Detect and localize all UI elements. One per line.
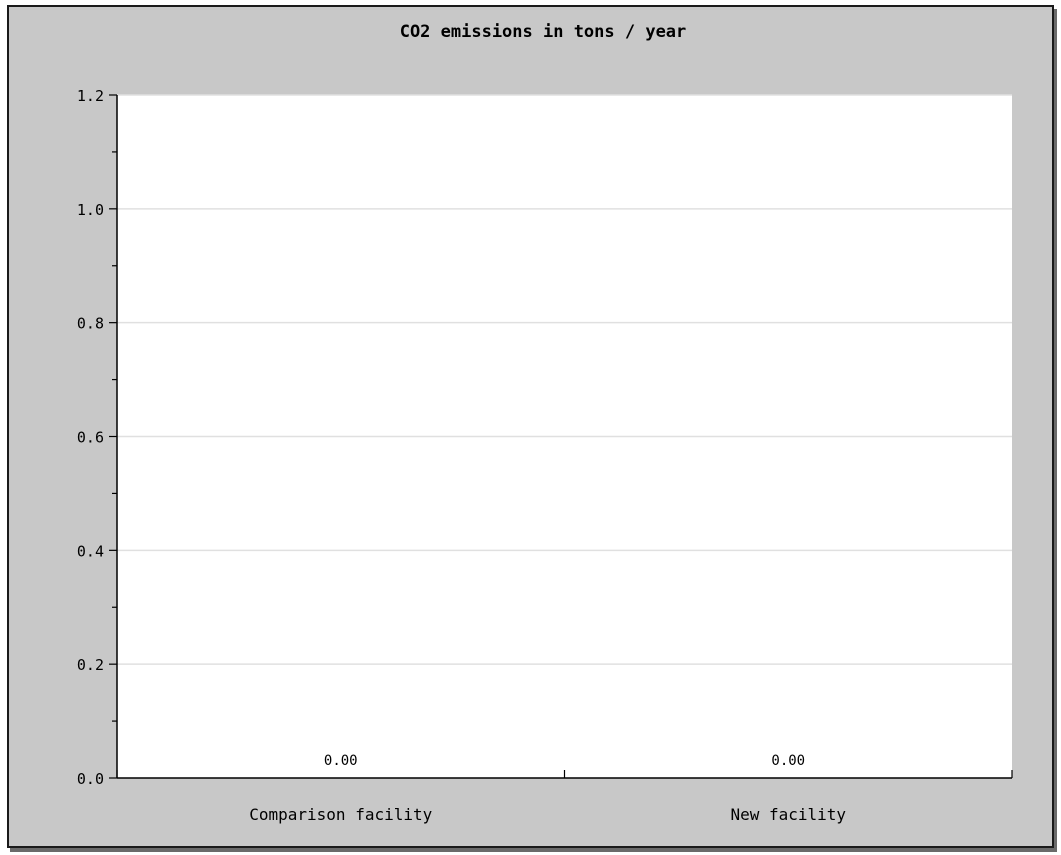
value-labels: 0.00 0.00 (324, 753, 805, 769)
bar-value-label: 0.00 (324, 753, 358, 769)
grid-lines (117, 94, 1012, 665)
y-tick-label: 1.0 (77, 201, 104, 219)
chart-title: CO2 emissions in tons / year (400, 22, 687, 42)
bar-value-label: 0.00 (771, 753, 805, 769)
y-tick-label: 1.2 (77, 87, 104, 105)
y-tick-label: 0.8 (77, 315, 104, 333)
x-tick-label: Comparison facility (249, 805, 432, 824)
y-tick-label: 0.0 (77, 770, 104, 788)
y-tick-label: 0.2 (77, 656, 104, 674)
x-tick-label: New facility (730, 805, 846, 824)
y-tick-label: 0.4 (77, 542, 104, 560)
x-axis-ticks: Comparison facility New facility (116, 770, 1013, 824)
y-tick-label: 0.6 (77, 429, 104, 447)
y-axis-ticks: 0.0 0.2 0.4 0.6 0.8 1.0 1.2 (77, 87, 117, 788)
